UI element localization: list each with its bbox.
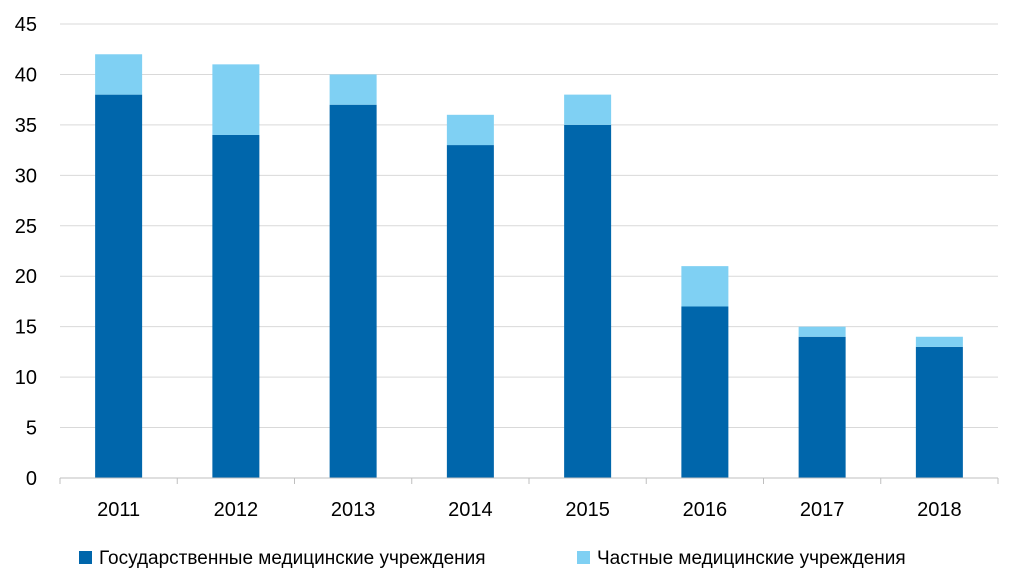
x-tick-labels: 2011 2012 2013 2014 2015 2016 2017 2018 — [97, 499, 962, 521]
bar-2018-series-1 — [915, 346, 963, 478]
y-tick-label: 35 — [15, 115, 37, 137]
y-tick-label: 20 — [15, 266, 37, 288]
legend: Государственные медицинские учреждения Ча… — [79, 548, 906, 569]
x-tick-label: 2011 — [97, 499, 140, 521]
legend-label-2: Частные медицинские учреждения — [597, 548, 906, 569]
y-tick-label: 15 — [15, 317, 37, 339]
x-tick-label: 2014 — [448, 499, 493, 521]
y-tick-label: 45 — [15, 14, 37, 36]
y-tick-label: 30 — [15, 165, 37, 187]
bar-2011-series-1 — [95, 94, 143, 478]
bar-2011-series-2 — [95, 54, 143, 95]
bars — [95, 54, 963, 479]
bar-2015-series-2 — [564, 94, 612, 125]
x-tick-label: 2012 — [214, 499, 259, 521]
y-tick-label: 5 — [26, 418, 37, 440]
y-tick-label: 25 — [15, 216, 37, 238]
bar-2012-series-2 — [212, 64, 260, 135]
x-tick-label: 2015 — [565, 499, 610, 521]
bar-2016-series-2 — [681, 266, 729, 307]
bar-2012-series-1 — [212, 134, 260, 478]
y-tick-label: 40 — [15, 64, 37, 86]
y-tick-labels: 0 5 10 15 20 25 30 35 40 45 — [15, 14, 37, 490]
gridlines — [60, 23, 998, 429]
bar-2015-series-1 — [564, 124, 612, 478]
y-tick-label: 10 — [15, 367, 37, 389]
bar-2017-series-2 — [798, 326, 846, 337]
x-tick-label: 2013 — [331, 499, 376, 521]
x-tick-label: 2017 — [800, 499, 845, 521]
x-tick-label: 2016 — [683, 499, 728, 521]
bar-2018-series-2 — [915, 336, 963, 347]
bar-2014-series-1 — [446, 145, 494, 479]
y-tick-label: 0 — [26, 468, 37, 490]
x-tick-label: 2018 — [917, 499, 962, 521]
legend-swatch-1 — [79, 551, 92, 564]
axes — [59, 477, 999, 484]
bar-2014-series-2 — [446, 114, 494, 146]
bar-2016-series-1 — [681, 306, 729, 478]
bar-2013-series-2 — [329, 74, 377, 105]
legend-swatch-2 — [577, 551, 590, 564]
bar-2017-series-1 — [798, 336, 846, 478]
bar-2013-series-1 — [329, 104, 377, 478]
legend-label-1: Государственные медицинские учреждения — [99, 548, 486, 569]
